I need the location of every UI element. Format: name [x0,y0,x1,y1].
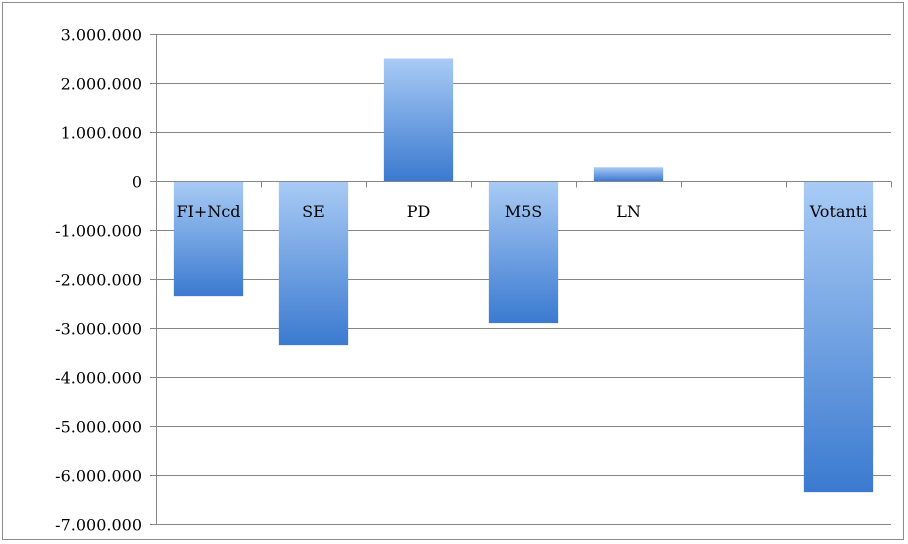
y-tick-label: 2.000.000 [61,75,142,94]
y-tick-label: -4.000.000 [55,369,142,388]
bar-se [278,181,349,346]
y-tick-label: 1.000.000 [61,124,142,143]
axes [150,34,892,525]
y-tick-label: -3.000.000 [55,320,142,339]
category-label: SE [302,202,325,221]
bar-fi-ncd [173,181,244,297]
y-tick-label: 0 [132,173,142,192]
bar-votanti [803,181,874,493]
category-label: LN [616,202,641,221]
bars [173,58,874,493]
bar-pd [383,58,454,181]
category-label: Votanti [809,202,868,221]
y-tick-label: -6.000.000 [55,467,142,486]
y-tick-label: -7.000.000 [55,516,142,535]
category-label: PD [407,202,431,221]
bar-ln [593,167,664,181]
y-axis-tick-labels: 3.000.000 2.000.000 1.000.000 0 -1.000.000 -2… [55,26,142,535]
y-tick-label: 3.000.000 [61,26,142,45]
category-labels: FI+Ncd SE PD M5S LN Votanti [176,202,867,221]
y-tick-label: -5.000.000 [55,418,142,437]
category-label: FI+Ncd [176,202,240,221]
category-label: M5S [505,202,543,221]
y-tick-label: -1.000.000 [55,222,142,241]
y-tick-label: -2.000.000 [55,271,142,290]
bar-m5s [488,181,559,324]
bar-chart: 3.000.000 2.000.000 1.000.000 0 -1.000.000 -2… [55,26,892,535]
